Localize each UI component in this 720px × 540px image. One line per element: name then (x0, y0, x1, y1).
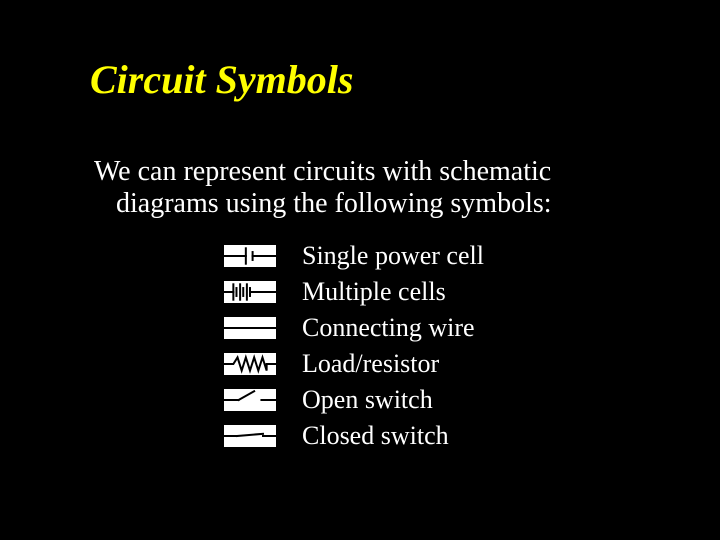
open-switch-icon (224, 389, 276, 411)
intro-text: We can represent circuits with schematic… (94, 156, 552, 220)
intro-line-2: diagrams using the following symbols: (94, 188, 552, 220)
legend-label: Connecting wire (302, 313, 475, 343)
symbol-legend: Single power cell Multiple cells Connect… (224, 238, 484, 454)
legend-row: Single power cell (224, 238, 484, 274)
legend-label: Single power cell (302, 241, 484, 271)
intro-line-1: We can represent circuits with schematic (94, 156, 552, 188)
connecting-wire-icon (224, 317, 276, 339)
legend-row: Closed switch (224, 418, 484, 454)
slide: Circuit Symbols We can represent circuit… (0, 0, 720, 540)
resistor-icon (224, 353, 276, 375)
legend-row: Multiple cells (224, 274, 484, 310)
multiple-cells-icon (224, 281, 276, 303)
legend-row: Open switch (224, 382, 484, 418)
legend-label: Multiple cells (302, 277, 446, 307)
closed-switch-icon (224, 425, 276, 447)
single-cell-icon (224, 245, 276, 267)
legend-label: Load/resistor (302, 349, 439, 379)
legend-row: Load/resistor (224, 346, 484, 382)
legend-label: Closed switch (302, 421, 449, 451)
legend-label: Open switch (302, 385, 433, 415)
slide-title: Circuit Symbols (90, 56, 353, 103)
legend-row: Connecting wire (224, 310, 484, 346)
